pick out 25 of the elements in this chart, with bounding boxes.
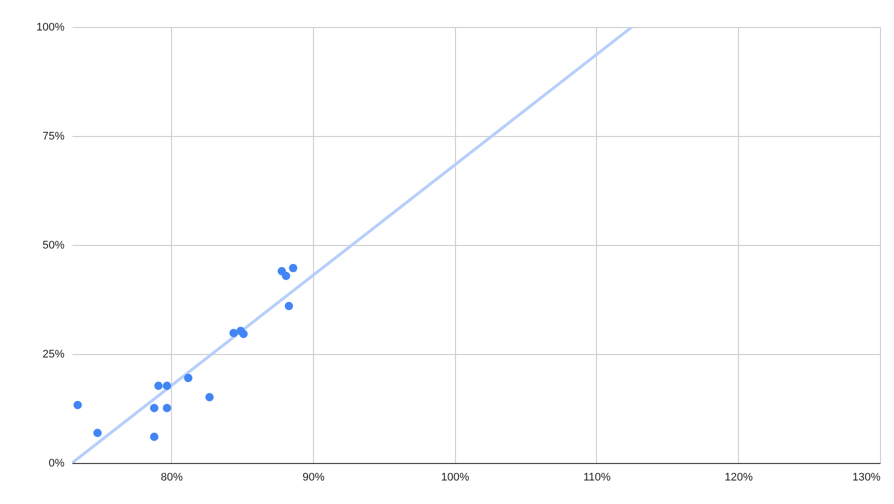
y-tick-label: 25%	[42, 348, 65, 360]
x-tick-label: 120%	[724, 472, 754, 484]
y-tick-label: 0%	[48, 458, 65, 470]
point	[229, 328, 238, 338]
point	[205, 392, 214, 402]
point	[162, 404, 172, 412]
point	[154, 382, 163, 390]
x-tick-label: 100%	[441, 472, 470, 484]
y-tick-label: 100%	[36, 22, 65, 34]
point	[162, 382, 172, 390]
point	[239, 330, 248, 338]
point	[73, 400, 82, 410]
point	[150, 404, 158, 412]
x-tick-label: 80%	[160, 472, 183, 484]
x-tick-label: 110%	[583, 472, 611, 484]
point	[93, 428, 102, 438]
x-tick-label: 90%	[302, 472, 325, 484]
point	[184, 374, 192, 382]
y-tick-label: 50%	[42, 240, 65, 252]
point	[150, 432, 158, 442]
point	[284, 302, 294, 310]
point	[282, 272, 290, 280]
y-tick-label: 75%	[42, 130, 65, 142]
x-tick-label: 130%	[852, 472, 881, 484]
point	[288, 264, 298, 272]
